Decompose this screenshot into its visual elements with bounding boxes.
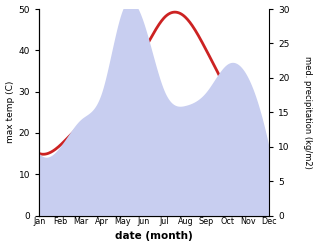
X-axis label: date (month): date (month) xyxy=(115,231,193,242)
Y-axis label: med. precipitation (kg/m2): med. precipitation (kg/m2) xyxy=(303,56,313,169)
Y-axis label: max temp (C): max temp (C) xyxy=(5,81,15,144)
